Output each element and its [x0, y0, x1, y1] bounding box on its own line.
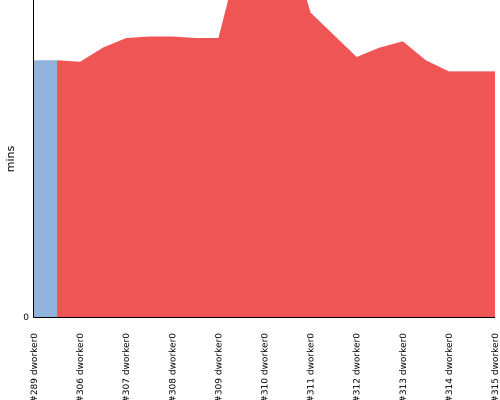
x-tick-label: #311 dworker0 [307, 333, 317, 400]
x-tick-label: #310 dworker0 [261, 333, 271, 400]
x-tick-label: #307 dworker0 [122, 333, 132, 400]
x-tick-label: #289 dworker0 [30, 333, 40, 400]
x-tick-label: #306 dworker0 [76, 333, 86, 400]
y-tick-labels: 0 [23, 313, 29, 323]
y-axis-title: mins [4, 145, 17, 172]
x-tick-labels: #289 dworker0 #306 dworker0 #307 dworker0 #… [30, 333, 500, 400]
x-tick-label: #308 dworker0 [168, 333, 178, 400]
y-tick-label: 0 [23, 313, 29, 323]
x-tick-label: #309 dworker0 [214, 333, 224, 400]
area-series-2 [57, 0, 495, 317]
series-layer [34, 0, 495, 317]
x-tick-label: #315 dworker0 [491, 333, 500, 400]
x-tick-label: #313 dworker0 [399, 333, 409, 400]
x-tick-label: #314 dworker0 [445, 333, 455, 400]
area-series-1 [34, 60, 58, 317]
x-tick-label: #312 dworker0 [353, 333, 363, 400]
